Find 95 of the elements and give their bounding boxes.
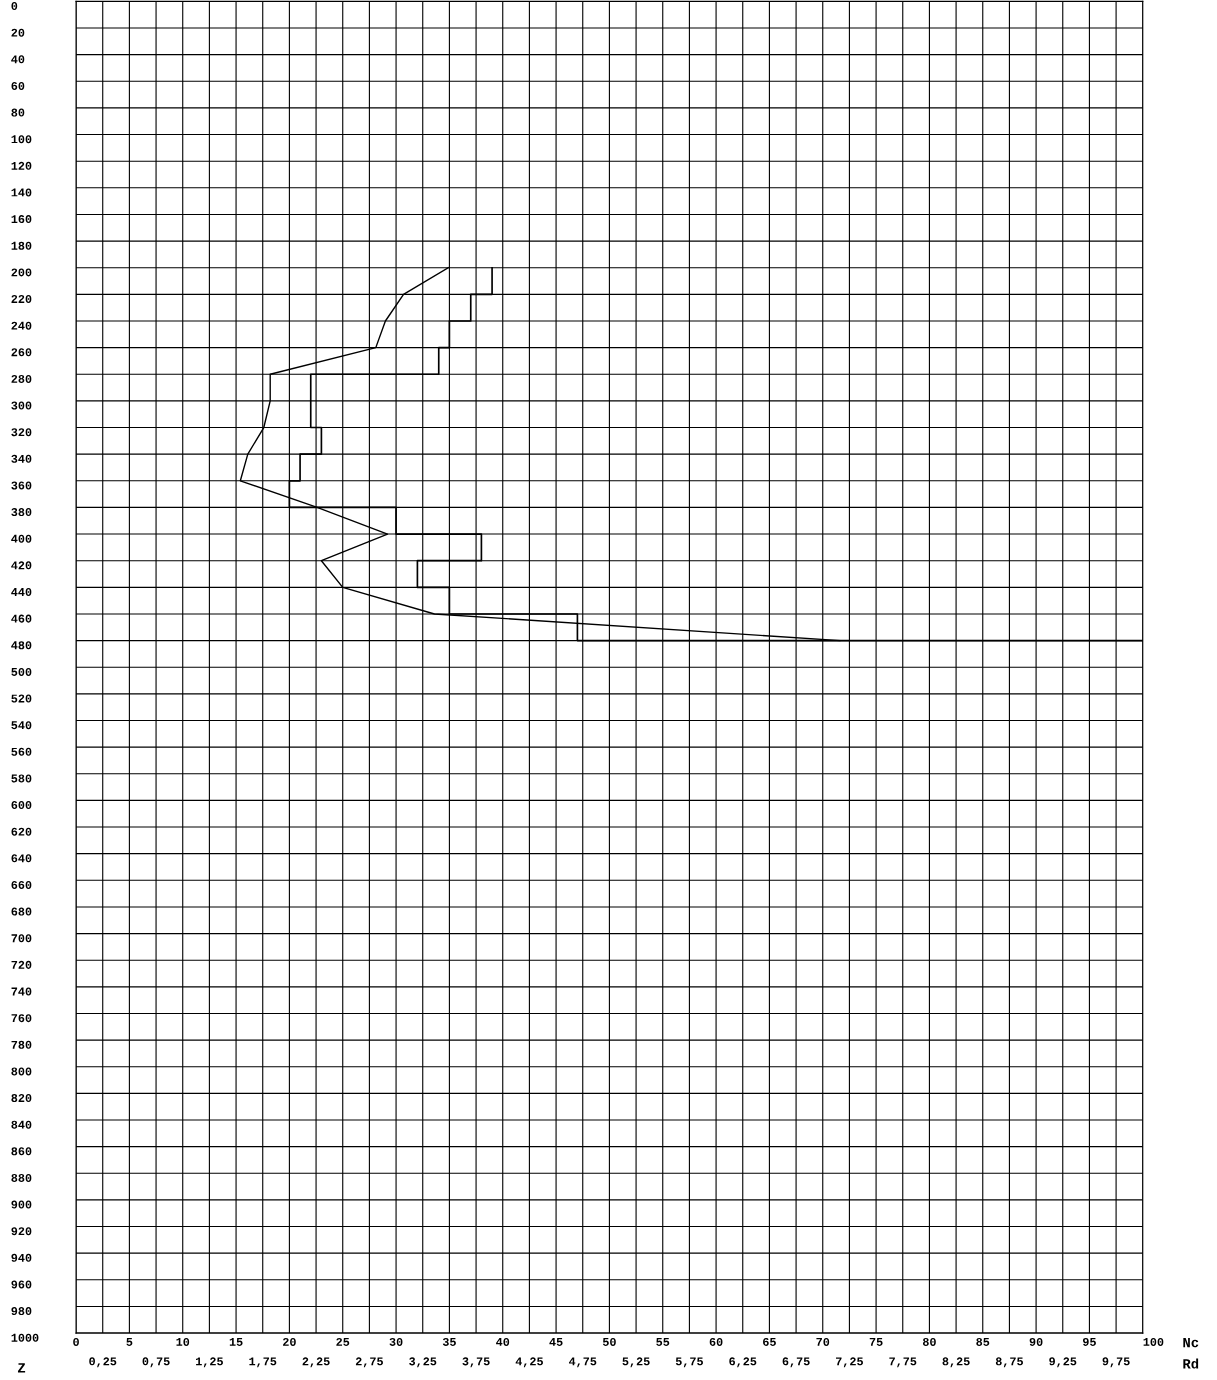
y-tick-label: 760 xyxy=(11,1014,32,1023)
x2-tick-label: 0,25 xyxy=(89,1357,117,1368)
y-tick-label: 220 xyxy=(11,295,32,304)
x2-tick-label: 1,75 xyxy=(249,1357,277,1368)
x-tick-label: 90 xyxy=(1029,1337,1043,1346)
x2-tick-label: 3,75 xyxy=(462,1357,490,1368)
x-tick-label: 75 xyxy=(869,1338,883,1346)
y-tick-label: 880 xyxy=(11,1173,32,1182)
y-tick-label: 660 xyxy=(11,880,32,889)
y-tick-label: 800 xyxy=(11,1067,32,1076)
y-tick-label: 80 xyxy=(11,108,25,117)
x2-tick-label: 9,25 xyxy=(1049,1357,1077,1368)
y-tick-label: 40 xyxy=(11,55,25,64)
x-tick-label: 30 xyxy=(389,1337,403,1346)
x2-tick-label: 5,75 xyxy=(675,1357,703,1368)
y-tick-label: 700 xyxy=(11,934,32,943)
x-tick-label: 35 xyxy=(442,1337,456,1346)
y-axis-title: Z xyxy=(17,1363,26,1373)
x2-tick-label: 9,75 xyxy=(1102,1357,1130,1368)
y-tick-label: 400 xyxy=(11,534,32,543)
x-tick-label: 50 xyxy=(602,1337,616,1346)
y-tick-label: 420 xyxy=(11,561,32,570)
y-tick-label: 200 xyxy=(11,268,32,277)
x-tick-label: 70 xyxy=(816,1337,830,1346)
x2-tick-label: 7,75 xyxy=(889,1357,917,1368)
x2-tick-label: 8,75 xyxy=(995,1357,1023,1368)
y-tick-label: 720 xyxy=(11,960,32,969)
x2-tick-label: 8,25 xyxy=(942,1357,970,1368)
x-tick-label: 20 xyxy=(283,1337,296,1346)
x-tick-label: 95 xyxy=(1083,1337,1096,1346)
x2-tick-label: 6,75 xyxy=(782,1357,810,1368)
y-tick-label: 540 xyxy=(11,721,32,730)
x2-tick-label: 5,25 xyxy=(622,1357,650,1368)
y-tick-label: 520 xyxy=(11,694,32,703)
x2-tick-label: 0,75 xyxy=(142,1357,170,1368)
x-tick-label: 65 xyxy=(763,1337,776,1346)
y-tick-label: 340 xyxy=(11,454,32,463)
x-tick-label: 55 xyxy=(656,1338,670,1346)
x-tick-label: 15 xyxy=(229,1338,243,1346)
y-tick-label: 360 xyxy=(11,481,32,490)
x2-tick-label: 4,75 xyxy=(568,1357,597,1368)
y-tick-label: 500 xyxy=(11,667,32,676)
y-tick-label: 740 xyxy=(11,987,32,996)
y-tick-label: 140 xyxy=(11,188,32,197)
y-tick-label: 60 xyxy=(11,81,25,90)
x-tick-label: 45 xyxy=(549,1338,563,1346)
y-tick-label: 160 xyxy=(11,215,32,224)
x-tick-label: 0 xyxy=(73,1337,79,1346)
y-tick-label: 640 xyxy=(11,854,32,863)
y-tick-label: 780 xyxy=(11,1040,32,1049)
y-tick-label: 380 xyxy=(11,508,32,517)
y-tick-label: 20 xyxy=(11,28,25,37)
x-tick-label: 80 xyxy=(922,1337,936,1346)
x-tick-label: 40 xyxy=(496,1337,510,1346)
x-tick-label: 60 xyxy=(709,1337,723,1346)
x2-tick-label: 3,25 xyxy=(409,1357,437,1368)
x2-tick-label: 6,25 xyxy=(729,1357,757,1368)
y-tick-label: 280 xyxy=(11,374,32,383)
y-tick-label: 960 xyxy=(11,1280,32,1289)
y-tick-label: 240 xyxy=(11,321,32,330)
y-tick-label: 580 xyxy=(11,774,32,783)
x-tick-label: 25 xyxy=(336,1337,350,1346)
x-tick-label: 85 xyxy=(976,1337,990,1346)
y-tick-label: 460 xyxy=(11,614,32,623)
y-tick-label: 920 xyxy=(11,1227,32,1236)
y-tick-label: 560 xyxy=(11,747,32,756)
x-tick-label: 100 xyxy=(1143,1337,1164,1346)
y-tick-label: 1000 xyxy=(11,1333,39,1342)
y-tick-label: 820 xyxy=(11,1094,32,1103)
y-tick-label: 840 xyxy=(11,1120,32,1129)
x-tick-label: 10 xyxy=(176,1337,190,1346)
y-tick-label: 180 xyxy=(11,241,32,250)
y-tick-label: 100 xyxy=(11,135,32,144)
y-tick-label: 620 xyxy=(11,827,32,836)
x2-tick-label: 4,25 xyxy=(515,1357,543,1368)
y-tick-label: 480 xyxy=(11,641,32,650)
y-tick-label: 120 xyxy=(11,161,32,170)
y-tick-label: 940 xyxy=(11,1253,32,1262)
y-tick-label: 0 xyxy=(11,2,18,11)
y-tick-label: 600 xyxy=(11,801,32,810)
y-tick-label: 260 xyxy=(11,348,32,357)
x2-tick-label: 2,75 xyxy=(355,1357,383,1368)
y-tick-label: 680 xyxy=(11,907,32,916)
y-tick-label: 300 xyxy=(11,401,32,410)
x2-axis-title: Rd xyxy=(1183,1358,1199,1369)
y-tick-label: 900 xyxy=(11,1200,32,1209)
y-tick-label: 860 xyxy=(11,1147,32,1156)
x-tick-label: 5 xyxy=(126,1338,133,1346)
x2-tick-label: 1,25 xyxy=(196,1357,223,1368)
x-axis-title: Nc xyxy=(1183,1337,1199,1348)
x2-tick-label: 7,25 xyxy=(836,1357,863,1368)
x2-tick-label: 2,25 xyxy=(302,1357,330,1368)
y-tick-label: 320 xyxy=(11,428,32,437)
y-tick-label: 440 xyxy=(11,587,32,596)
y-tick-label: 980 xyxy=(11,1307,32,1316)
